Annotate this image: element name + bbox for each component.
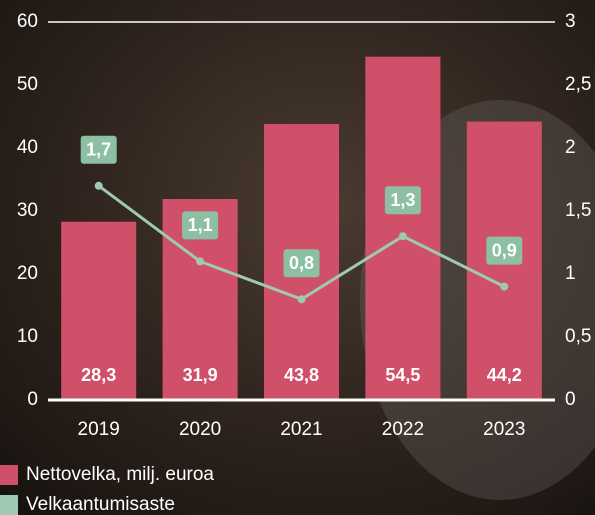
bar-value-label: 31,9	[183, 365, 218, 385]
y-tick-label: 40	[17, 137, 38, 158]
line-point	[500, 283, 508, 291]
line-value-label: 0,9	[492, 240, 517, 260]
y2-tick-label: 1	[565, 263, 576, 284]
bar-value-label: 43,8	[284, 365, 319, 385]
x-tick-label: 2021	[280, 419, 322, 440]
line-value-label: 1,7	[86, 140, 111, 160]
y-tick-label: 60	[17, 11, 38, 32]
y2-tick-label: 3	[565, 11, 576, 32]
line-point	[399, 232, 407, 240]
y2-tick-label: 1,5	[565, 200, 591, 221]
y-tick-label: 10	[17, 326, 38, 347]
y-tick-label: 20	[17, 263, 38, 284]
y2-tick-label: 2	[565, 137, 576, 158]
y2-tick-label: 0	[565, 389, 576, 410]
x-tick-label: 2019	[78, 419, 120, 440]
y-tick-label: 30	[17, 200, 38, 221]
legend-label: Nettovelka, milj. euroa	[26, 464, 214, 485]
bar-value-label: 44,2	[487, 365, 522, 385]
x-tick-label: 2023	[483, 419, 525, 440]
line-point	[298, 295, 306, 303]
line-point	[196, 257, 204, 265]
legend-label: Velkaantumisaste	[26, 494, 175, 515]
line-point	[95, 182, 103, 190]
line-value-label: 1,1	[188, 215, 213, 235]
y-tick-label: 0	[27, 389, 38, 410]
bar-value-label: 54,5	[385, 365, 420, 385]
legend-swatch	[0, 465, 18, 485]
line-value-label: 0,8	[289, 253, 314, 273]
y2-tick-label: 0,5	[565, 326, 591, 347]
bar-value-label: 28,3	[81, 365, 116, 385]
y-tick-label: 50	[17, 74, 38, 95]
x-tick-label: 2020	[179, 419, 221, 440]
bar	[365, 57, 440, 400]
line-value-label: 1,3	[390, 190, 415, 210]
x-tick-label: 2022	[382, 419, 424, 440]
chart: 0 10 20 30 40 50 60 0 0,5 1 1,5 2 2,5 3 2019 2020 2021 20…	[0, 0, 595, 515]
y2-tick-label: 2,5	[565, 74, 591, 95]
legend-swatch	[0, 495, 18, 515]
